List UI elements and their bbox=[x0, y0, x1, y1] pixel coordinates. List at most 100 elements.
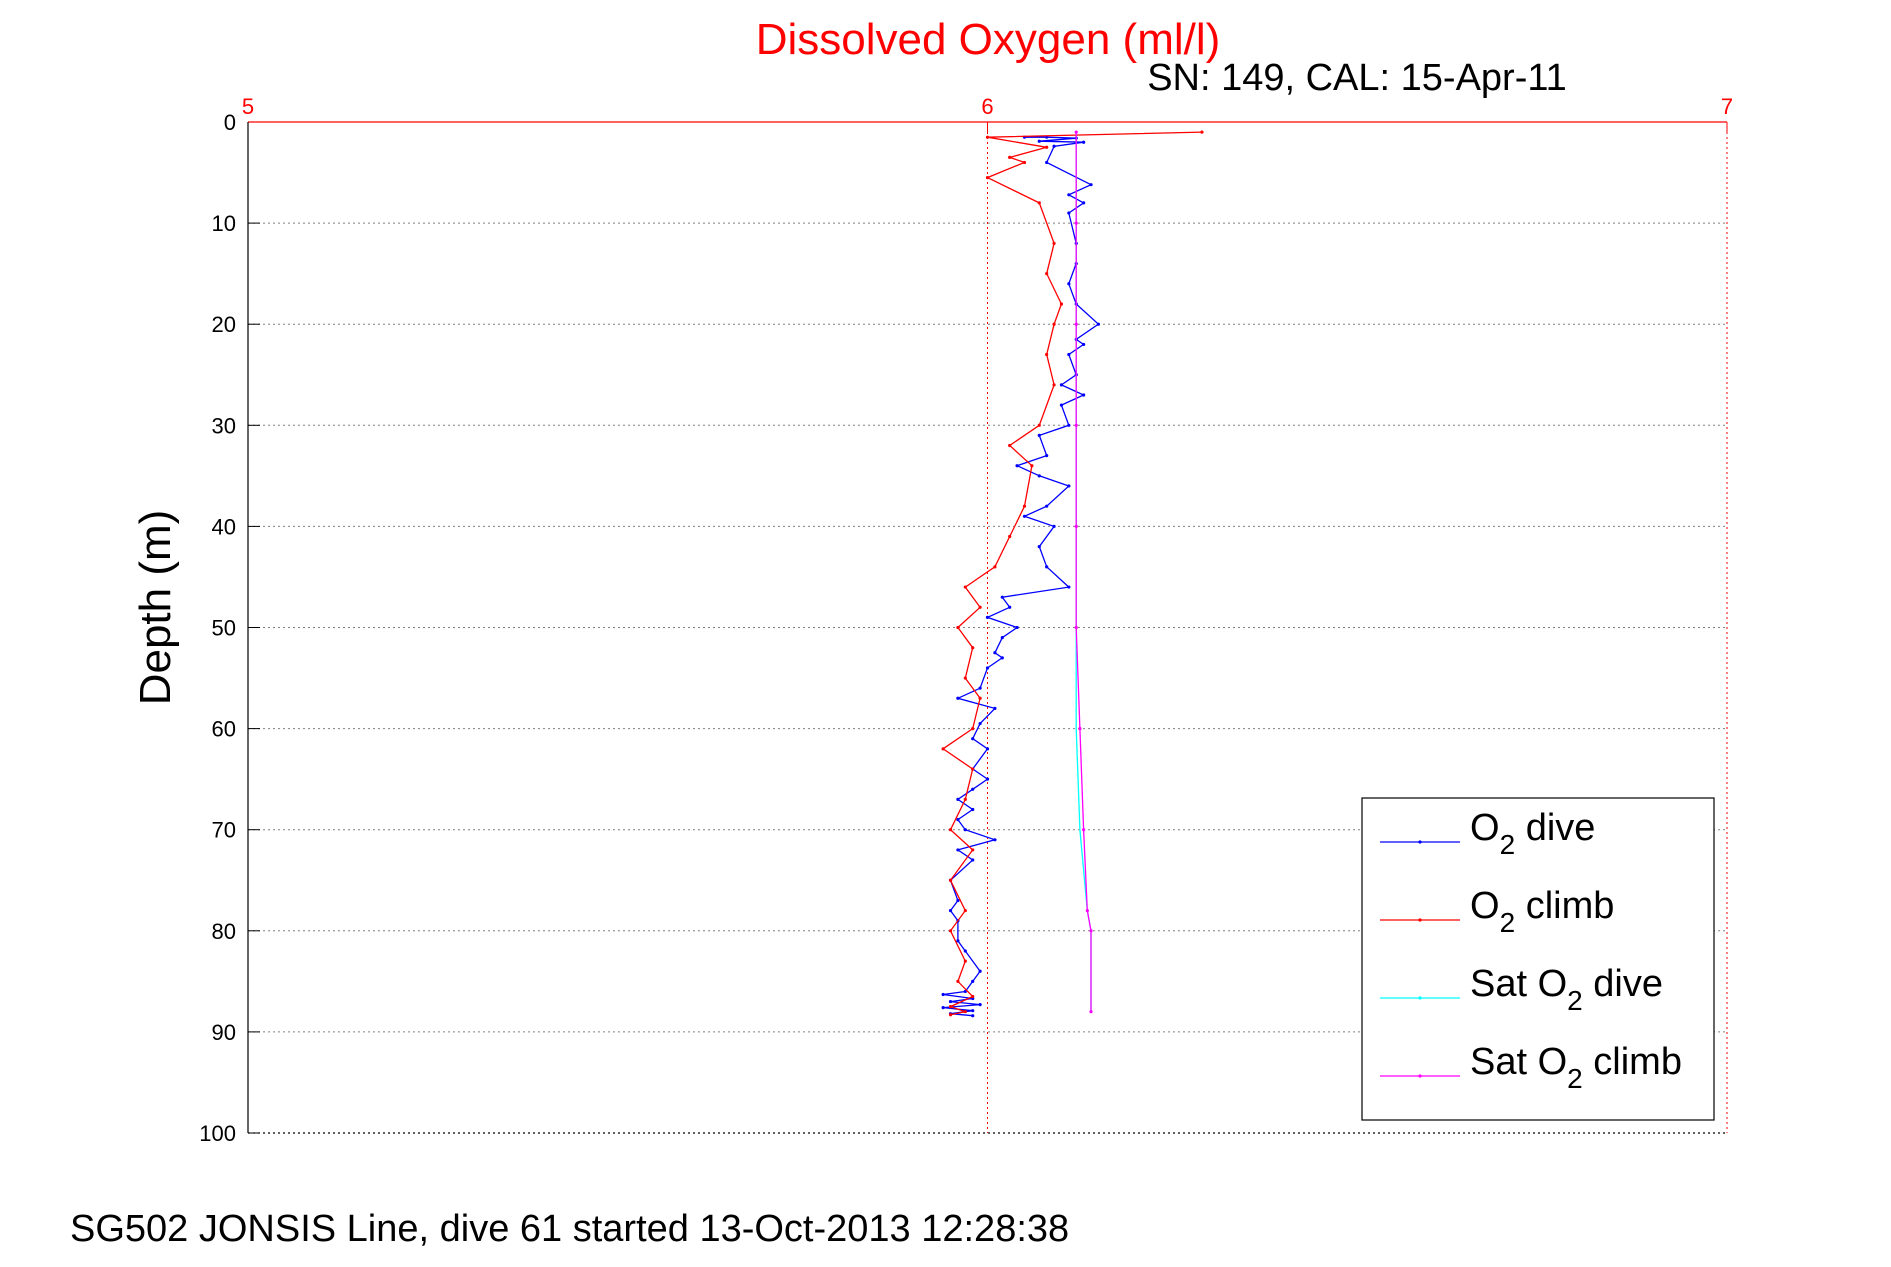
data-point bbox=[948, 828, 953, 832]
data-point bbox=[1022, 514, 1027, 518]
data-point bbox=[948, 878, 953, 882]
data-point bbox=[1082, 342, 1086, 347]
data-point bbox=[1200, 130, 1204, 134]
data-point bbox=[963, 585, 967, 589]
data-point bbox=[963, 676, 967, 680]
chart-title: Dissolved Oxygen (ml/l) bbox=[756, 15, 1221, 64]
data-point bbox=[941, 747, 945, 751]
legend-label: Sat O2 climb bbox=[1470, 1041, 1682, 1094]
data-point bbox=[948, 929, 953, 933]
data-point bbox=[941, 992, 945, 997]
legend-label: O2 dive bbox=[1470, 807, 1595, 860]
data-point bbox=[1045, 454, 1049, 458]
y-tick-label: 60 bbox=[212, 717, 236, 742]
data-point bbox=[993, 706, 997, 710]
data-point bbox=[1045, 504, 1049, 508]
data-point bbox=[963, 959, 967, 963]
data-point bbox=[993, 651, 997, 655]
data-point bbox=[963, 908, 967, 913]
data-point bbox=[941, 1006, 945, 1010]
data-point bbox=[1074, 423, 1078, 427]
data-point bbox=[1045, 272, 1049, 276]
data-point bbox=[956, 817, 960, 822]
data-point bbox=[1045, 145, 1049, 149]
y-tick-label: 70 bbox=[212, 818, 236, 843]
y-tick-label: 20 bbox=[212, 312, 236, 337]
data-point bbox=[1082, 140, 1086, 144]
data-point bbox=[1037, 423, 1041, 427]
data-point bbox=[956, 797, 960, 801]
data-point bbox=[1015, 464, 1019, 468]
data-point bbox=[993, 565, 997, 569]
data-point bbox=[1067, 585, 1071, 589]
data-point bbox=[971, 807, 975, 812]
y-axis-label: Depth (m) bbox=[131, 510, 180, 706]
legend-box bbox=[1361, 797, 1715, 1121]
data-point bbox=[985, 135, 990, 139]
data-point bbox=[971, 994, 975, 999]
data-point bbox=[956, 848, 960, 852]
legend-marker bbox=[1418, 918, 1422, 922]
data-point bbox=[1082, 393, 1086, 397]
data-point bbox=[963, 828, 967, 832]
data-point bbox=[978, 1003, 982, 1007]
data-point bbox=[956, 696, 960, 700]
x-tick-label: 5 bbox=[242, 94, 254, 119]
data-point bbox=[1082, 828, 1086, 832]
data-point bbox=[956, 979, 960, 983]
data-point bbox=[1037, 474, 1041, 478]
data-point bbox=[1045, 160, 1049, 165]
data-point bbox=[1008, 534, 1012, 539]
data-point bbox=[985, 747, 990, 751]
x-tick-label: 7 bbox=[1721, 94, 1733, 119]
data-point bbox=[1015, 625, 1019, 630]
data-point bbox=[1074, 221, 1078, 225]
data-point bbox=[1059, 383, 1064, 387]
data-point bbox=[985, 666, 990, 670]
legend-item: O2 dive bbox=[1380, 807, 1595, 860]
data-point bbox=[971, 787, 975, 791]
data-point bbox=[1067, 352, 1071, 357]
data-point bbox=[1067, 282, 1071, 286]
chart-subtitle: SN: 149, CAL: 15-Apr-11 bbox=[1147, 57, 1567, 99]
data-point bbox=[1030, 464, 1034, 468]
data-point bbox=[948, 1013, 953, 1017]
y-tick-label: 100 bbox=[199, 1121, 236, 1146]
data-point bbox=[985, 176, 990, 180]
data-point bbox=[1052, 144, 1056, 148]
data-point bbox=[948, 908, 953, 913]
data-point bbox=[971, 1009, 975, 1013]
data-point bbox=[985, 777, 990, 781]
data-point bbox=[1000, 595, 1004, 599]
legend-item: O2 climb bbox=[1380, 885, 1614, 938]
data-point bbox=[1037, 433, 1041, 438]
data-point bbox=[963, 797, 967, 801]
data-point bbox=[1089, 929, 1093, 933]
data-point bbox=[1067, 211, 1071, 215]
data-point bbox=[971, 979, 975, 983]
data-point bbox=[1037, 139, 1041, 143]
data-point bbox=[1052, 241, 1056, 245]
data-point bbox=[1074, 322, 1078, 326]
y-tick-label: 10 bbox=[212, 211, 236, 236]
data-point bbox=[948, 999, 953, 1004]
legend-label: Sat O2 dive bbox=[1470, 963, 1663, 1016]
data-point bbox=[1008, 605, 1012, 609]
data-point bbox=[971, 858, 975, 862]
data-point bbox=[948, 1005, 953, 1009]
data-point bbox=[971, 1014, 975, 1018]
data-point bbox=[956, 898, 960, 903]
data-point bbox=[1067, 193, 1071, 197]
data-point bbox=[1000, 656, 1004, 660]
data-point bbox=[956, 625, 960, 630]
y-tick-label: 30 bbox=[212, 413, 236, 438]
data-point bbox=[993, 838, 997, 842]
data-point bbox=[985, 615, 990, 619]
data-point bbox=[1085, 908, 1089, 913]
data-point bbox=[971, 767, 975, 771]
data-point bbox=[978, 721, 982, 726]
data-point bbox=[1037, 201, 1041, 205]
data-point bbox=[1067, 423, 1071, 427]
